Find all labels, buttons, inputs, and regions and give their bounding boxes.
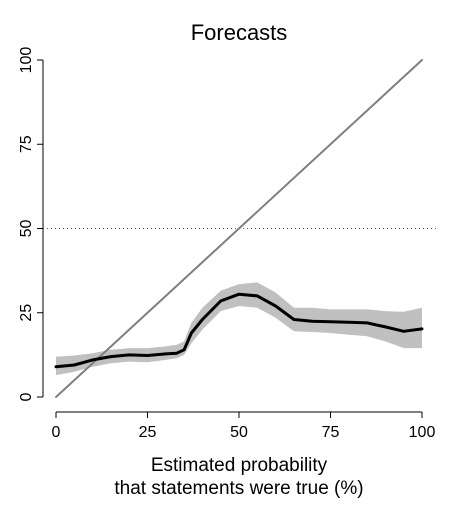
x-axis: 0 25 50 75 100 xyxy=(52,411,436,441)
forecast-line xyxy=(54,292,424,369)
x-tick-label: 100 xyxy=(409,424,436,441)
x-tick-label: 0 xyxy=(52,424,61,441)
diagonal-reference-line xyxy=(55,59,423,398)
chart-title: Forecasts xyxy=(191,20,288,45)
series-layer xyxy=(54,59,424,398)
confidence-band xyxy=(56,282,422,376)
x-axis-label-line-1: Estimated probability xyxy=(151,455,328,476)
y-tick-label: 75 xyxy=(18,135,35,153)
y-tick-label: 50 xyxy=(18,220,35,238)
y-tick-label: 0 xyxy=(18,392,35,401)
x-axis-label-line-2: that statements were true (%) xyxy=(114,478,363,499)
x-tick-label: 50 xyxy=(230,424,248,441)
x-tick-label: 25 xyxy=(139,424,157,441)
y-tick-label: 100 xyxy=(18,47,35,74)
y-axis: 0 25 50 75 100 xyxy=(18,47,44,401)
y-tick-label: 25 xyxy=(18,304,35,322)
x-tick-label: 75 xyxy=(322,424,340,441)
